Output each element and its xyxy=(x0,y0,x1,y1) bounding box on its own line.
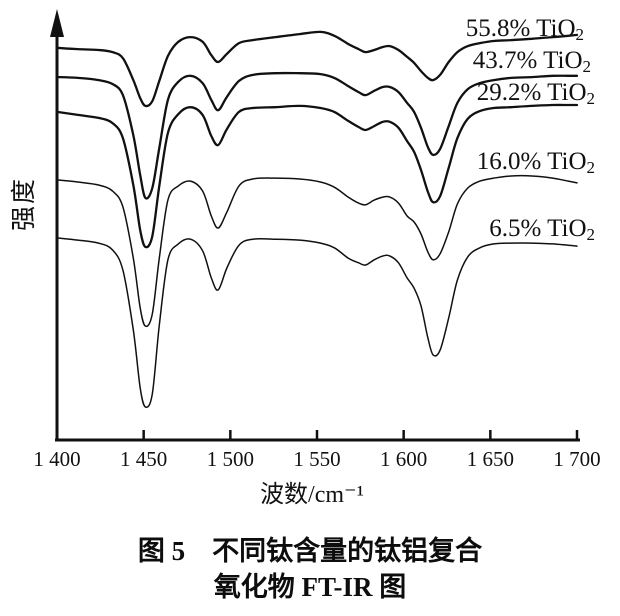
x-tick-label: 1 550 xyxy=(293,447,340,471)
figure-caption: 图 5 不同钛含量的钛铝复合 氧化物 FT-IR 图 xyxy=(0,533,620,605)
spectrum-curve xyxy=(55,71,579,200)
spectrum-curve xyxy=(56,174,578,328)
series-label: 6.5% TiO2 xyxy=(489,215,595,244)
spectrum-curve xyxy=(55,30,579,108)
x-tick-label: 1 400 xyxy=(33,447,80,471)
series-label: 29.2% TiO2 xyxy=(477,79,595,108)
x-axis-label: 波数/cm⁻¹ xyxy=(260,481,364,508)
spectrum-curve xyxy=(55,103,579,249)
y-axis-arrow-icon xyxy=(50,9,64,37)
figure-caption-line-1: 图 5 不同钛含量的钛铝复合 xyxy=(137,536,483,566)
x-tick-label: 1 650 xyxy=(467,447,514,471)
ftir-spectra-chart: 55.8% TiO2 43.7% TiO2 29.2% TiO2 16.0% TiO2… xyxy=(10,9,601,508)
x-tick-label: 1 600 xyxy=(380,447,427,471)
spectrum-curve xyxy=(56,237,578,408)
series-label: 55.8% TiO2 xyxy=(466,15,584,44)
x-tick-label: 1 700 xyxy=(553,447,600,471)
series-label: 16.0% TiO2 xyxy=(477,148,595,177)
x-tick-label: 1 450 xyxy=(120,447,167,471)
series-label: 43.7% TiO2 xyxy=(473,47,591,76)
figure-caption-line-2: 氧化物 FT-IR 图 xyxy=(213,572,407,602)
x-tick-label: 1 500 xyxy=(207,447,254,471)
y-axis-label: 强度 xyxy=(10,177,38,231)
